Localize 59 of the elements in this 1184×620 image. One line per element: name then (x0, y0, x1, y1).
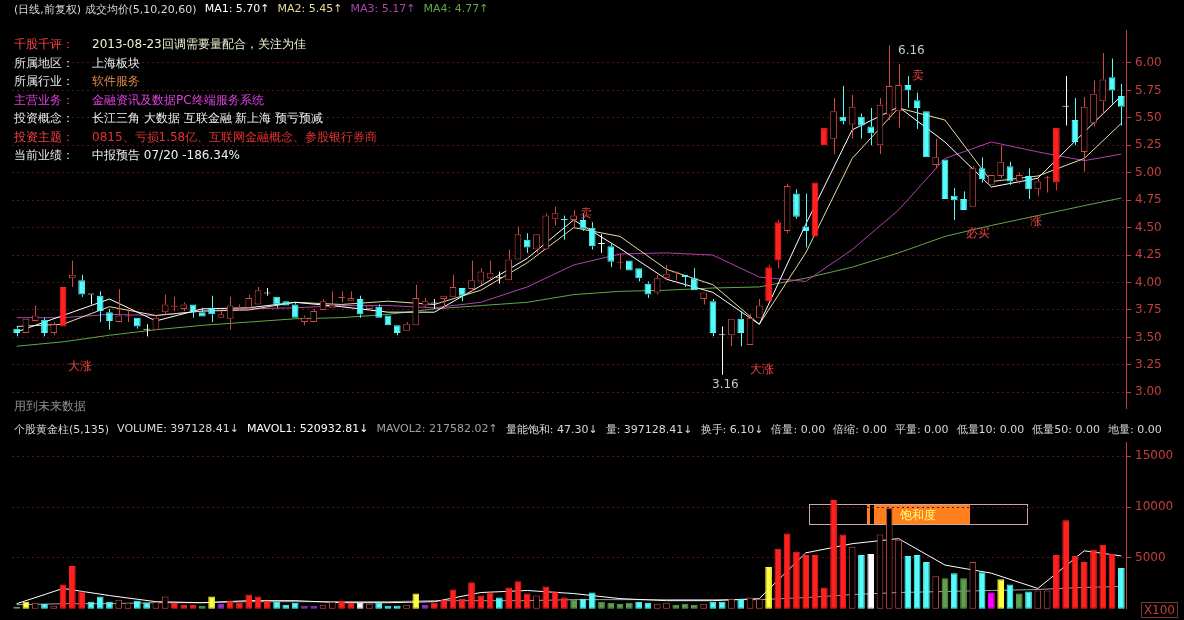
chart-title: (日线,前复权) 成交均价(5,10,20,60) (14, 2, 197, 17)
y-axis-title: X100 (1140, 602, 1178, 618)
text: 量: 397128.41↓ (605, 422, 693, 437)
y-tick-label: 3.75 (1135, 302, 1162, 317)
annotation: 上海板块 (92, 55, 140, 70)
y-tick-label: 5.00 (1135, 164, 1162, 179)
annotation: 金融资讯及数据PC终端服务系统 (92, 92, 264, 107)
y-tick-label: 4.75 (1135, 192, 1162, 207)
y-tick-label: 5.75 (1135, 82, 1162, 97)
text: 倍缩: 0.00 (833, 422, 887, 437)
text: 倍量: 0.00 (771, 422, 826, 437)
y-tick-label: 5000 (1135, 550, 1166, 565)
y-tick-label: 6.00 (1135, 55, 1162, 70)
annotation: 卖 (912, 67, 924, 84)
annotation: 0815、亏损1.58亿、互联网金融概念、参股银行券商 (92, 129, 378, 144)
annotation: 饱和度 (900, 507, 936, 524)
annotation: 当前业绩： (14, 147, 75, 164)
text: VOLUME: 397128.41↓ (117, 422, 240, 437)
y-tick-label: 5.50 (1135, 109, 1162, 124)
annotation: 主营业务： (14, 91, 75, 109)
annotation: 大涨 (68, 358, 92, 375)
text: MAVOL1: 520932.81↓ (247, 422, 369, 437)
text: MA2: 5.45↑ (277, 2, 343, 17)
annotation: 投资概念： (14, 110, 75, 127)
y-tick-label: 4.25 (1135, 247, 1162, 262)
annotation: 2013-08-23回调需要量配合，关注为佳 (92, 37, 306, 51)
text: MA3: 5.17↑ (350, 2, 416, 17)
annotation: 6.16 (898, 43, 925, 57)
y-tick-label: 15000 (1135, 448, 1174, 463)
annotation: 所属行业： (14, 73, 75, 90)
annotation: 千股千评： (14, 36, 75, 53)
y-tick-label: 3.00 (1135, 384, 1162, 399)
text: 平量: 0.00 (894, 422, 949, 437)
annotation: 必买 (966, 225, 990, 242)
text: MA4: 4.77↑ (423, 2, 489, 17)
annotation: 卖 (580, 205, 592, 222)
text: 低量10: 0.00 (956, 422, 1025, 437)
text: 换手: 6.10↓ (700, 422, 764, 437)
annotation: 软件服务 (92, 74, 140, 88)
annotation: 所属地区： (14, 54, 75, 72)
annotation: 大涨 (750, 361, 774, 378)
annotation: 涨 (1030, 213, 1042, 230)
text: 地量: 0.00 (1108, 422, 1162, 437)
text: 低量50: 0.00 (1032, 422, 1100, 437)
annotation: 投资主题： (14, 128, 75, 146)
y-tick-label: 10000 (1135, 499, 1174, 514)
annotation: 长江三角 大数据 互联金融 新上海 预亏预减 (92, 111, 324, 125)
annotation: 中报预告 07/20 -186.34% (92, 148, 240, 162)
y-tick-label: 5.25 (1135, 137, 1162, 152)
chart-title: 个股黄金柱(5,135) (14, 422, 110, 437)
annotation: 用到未来数据 (14, 398, 86, 415)
annotation: 3.16 (712, 377, 739, 391)
text: MA1: 5.70↑ (204, 2, 270, 17)
y-tick-label: 4.50 (1135, 219, 1162, 234)
y-tick-label: 3.25 (1135, 357, 1162, 372)
text: 量能饱和: 47.30↓ (505, 422, 598, 437)
text: MAVOL2: 217582.02↑ (376, 422, 498, 437)
y-tick-label: 3.50 (1135, 329, 1162, 344)
y-tick-label: 4.00 (1135, 274, 1162, 289)
